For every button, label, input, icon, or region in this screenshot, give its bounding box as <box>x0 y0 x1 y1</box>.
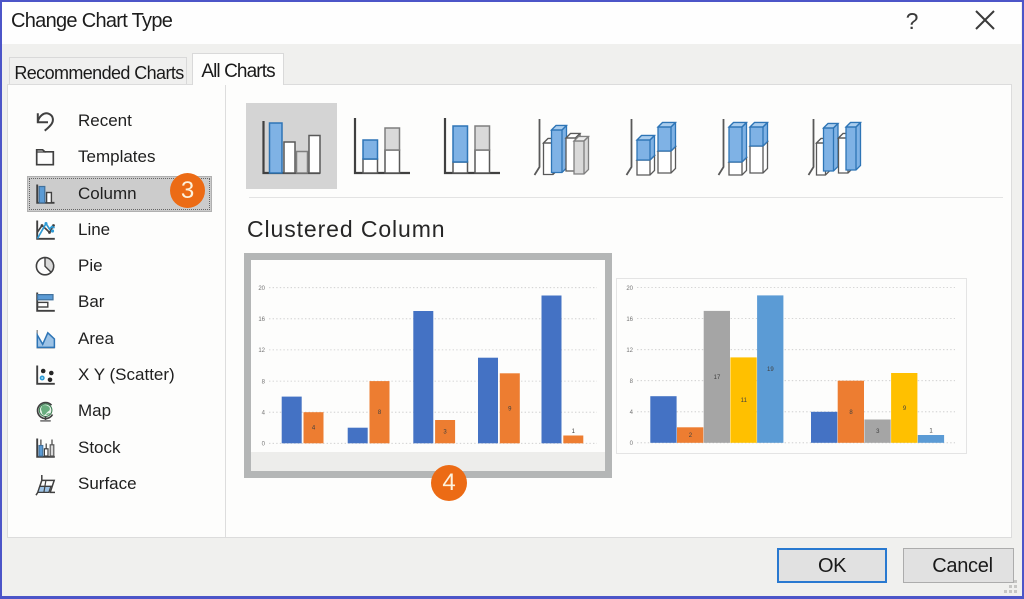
svg-text:0: 0 <box>630 441 634 447</box>
svg-text:8: 8 <box>262 379 266 385</box>
svg-text:8: 8 <box>849 410 853 416</box>
svg-text:9: 9 <box>903 406 907 412</box>
svg-text:8: 8 <box>630 379 634 385</box>
svg-text:12: 12 <box>258 348 265 354</box>
svg-text:4: 4 <box>312 426 316 432</box>
svg-text:16: 16 <box>626 317 633 323</box>
svg-text:12: 12 <box>626 348 633 354</box>
svg-text:16: 16 <box>258 317 265 323</box>
svg-text:1: 1 <box>572 429 576 435</box>
svg-text:9: 9 <box>508 406 512 412</box>
svg-text:3: 3 <box>876 429 880 435</box>
svg-text:20: 20 <box>258 286 265 292</box>
svg-text:20: 20 <box>626 286 633 292</box>
svg-text:0: 0 <box>262 442 266 448</box>
svg-text:8: 8 <box>378 410 382 416</box>
svg-text:1: 1 <box>929 429 933 435</box>
svg-text:17: 17 <box>714 375 721 381</box>
svg-text:4: 4 <box>262 410 266 416</box>
svg-text:3: 3 <box>443 430 447 436</box>
svg-text:19: 19 <box>767 367 774 373</box>
svg-text:2: 2 <box>689 433 693 439</box>
svg-text:11: 11 <box>741 398 748 404</box>
svg-text:4: 4 <box>630 410 634 416</box>
